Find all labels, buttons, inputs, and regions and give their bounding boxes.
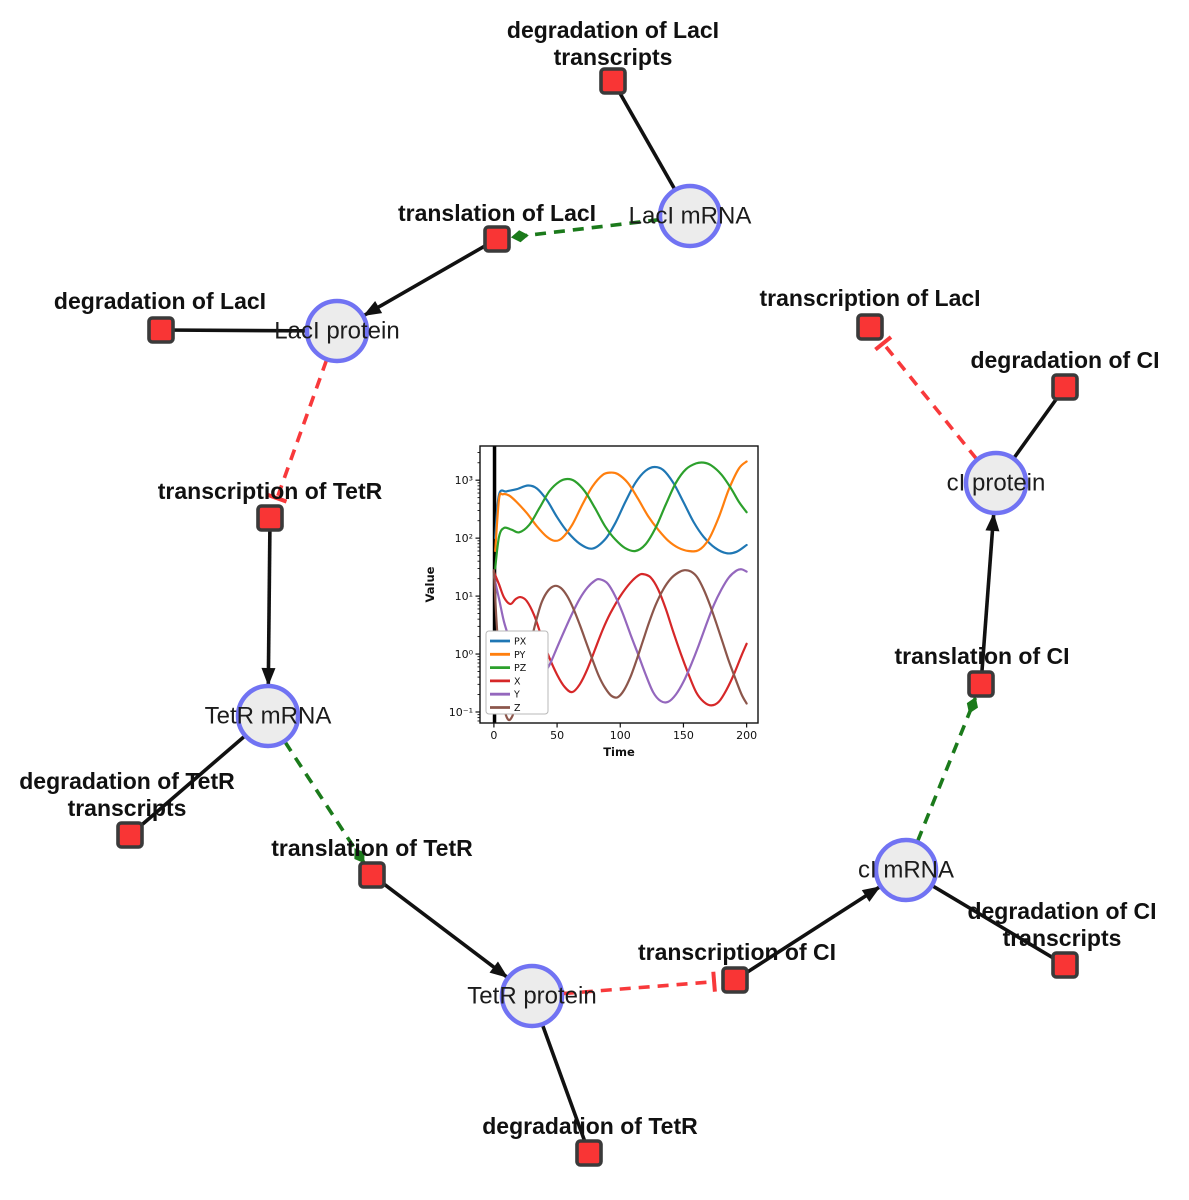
y-tick-1e1: 10¹: [455, 590, 473, 603]
x-tick-150: 150: [673, 729, 694, 742]
reaction-label-txn_TetR: transcription of TetR: [158, 478, 383, 504]
edge-production-txn_CI-cI_mRNA: [734, 885, 881, 982]
reaction-label-txn_LacI: transcription of LacI: [759, 285, 980, 311]
y-tick-1e2: 10²: [455, 532, 473, 545]
reaction-label-deg_CI: degradation of CI: [970, 347, 1159, 373]
species-node-TetR_mRNA[interactable]: [235, 683, 301, 749]
reaction-nodes-layer: [116, 67, 1079, 1167]
labels-layer: LacI mRNA LacI protein TetR mRNA TetR prote…: [19, 17, 1159, 1139]
reaction-label-transl_LacI: translation of LacI: [398, 200, 596, 226]
reaction-label-deg_CI_tx-line2: transcripts: [1003, 925, 1122, 951]
species-label-LacI_protein: LacI protein: [274, 318, 399, 345]
edge-production-transl_TetR-TetR_protein: [370, 873, 509, 979]
reaction-node-transl_CI[interactable]: [967, 670, 995, 698]
legend-entry-Z: Z: [514, 703, 521, 714]
edge-production-transl_LacI-LacI_protein: [363, 237, 498, 318]
series-PX: [494, 465, 748, 555]
x-tick-50: 50: [550, 729, 564, 742]
species-label-cI_protein: cI protein: [947, 470, 1046, 497]
legend-entry-PX: PX: [514, 637, 527, 648]
y-tick-1e0: 10⁰: [455, 648, 474, 661]
reaction-label-deg_LacI_tx-line2: transcripts: [554, 44, 673, 70]
reaction-node-deg_LacI_tx[interactable]: [599, 67, 627, 95]
reaction-node-deg_LacI[interactable]: [147, 316, 175, 344]
edge-production-txn_TetR-TetR_mRNA: [261, 517, 276, 686]
reaction-label-deg_TetR_tx-line2: transcripts: [68, 795, 187, 821]
reaction-label-transl_CI: translation of CI: [894, 643, 1069, 669]
edge-inhibition-cI_protein-txn_LacI: [874, 335, 978, 461]
species-nodes-layer: [235, 183, 1029, 1029]
edge-activation-LacI_mRNA-transl_LacI: [510, 217, 660, 243]
reaction-node-txn_LacI[interactable]: [856, 313, 884, 341]
reaction-label-deg_LacI_tx: degradation of LacI: [507, 17, 719, 43]
species-node-LacI_mRNA[interactable]: [657, 183, 723, 249]
edge-production-transl_CI-cI_protein: [979, 512, 1000, 685]
reaction-node-transl_LacI[interactable]: [483, 225, 511, 253]
legend-entry-PZ: PZ: [514, 663, 527, 674]
reaction-node-txn_TetR[interactable]: [256, 504, 284, 532]
reaction-label-deg_CI_tx: degradation of CI: [967, 898, 1156, 924]
series-PZ: [494, 461, 748, 570]
reaction-node-transl_TetR[interactable]: [358, 861, 386, 889]
species-node-TetR_protein[interactable]: [499, 963, 565, 1029]
chart-legend: PX PY PZ XYZ: [485, 630, 549, 715]
reaction-label-deg_TetR: degradation of TetR: [482, 1113, 698, 1139]
legend-entry-PY: PY: [514, 650, 526, 661]
y-tick-1e-1: 10⁻¹: [449, 706, 473, 719]
series-PY: [494, 460, 748, 553]
reaction-node-deg_TetR[interactable]: [575, 1139, 603, 1167]
reaction-node-deg_TetR_tx[interactable]: [116, 821, 144, 849]
reaction-label-txn_CI: transcription of CI: [638, 939, 836, 965]
species-label-TetR_protein: TetR protein: [467, 983, 596, 1010]
y-tick-1e3: 10³: [455, 474, 473, 487]
y-axis-label: Value: [423, 566, 437, 602]
edge-activation-cI_mRNA-transl_CI: [915, 696, 978, 842]
reaction-label-deg_TetR_tx: degradation of TetR: [19, 768, 235, 794]
inset-time-series-chart: 0 50 100 150 20010⁻¹10⁰10¹10²10³TimeValuePXP…: [423, 445, 759, 759]
species-label-LacI_mRNA: LacI mRNA: [629, 203, 752, 230]
series-X: [492, 570, 748, 707]
edge-inhibition-TetR_protein-txn_CI: [562, 971, 717, 996]
legend-entry-Y: Y: [513, 690, 520, 701]
edge-inhibition-LacI_protein-txn_TetR: [267, 359, 329, 504]
x-tick-100: 100: [610, 729, 631, 742]
reaction-label-deg_LacI: degradation of LacI: [54, 288, 266, 314]
x-axis-label: Time: [603, 745, 635, 759]
edge-activation-TetR_mRNA-transl_TetR: [283, 740, 366, 864]
reaction-node-txn_CI[interactable]: [721, 966, 749, 994]
species-node-cI_protein[interactable]: [963, 450, 1029, 516]
species-node-cI_mRNA[interactable]: [873, 837, 939, 903]
species-node-LacI_protein[interactable]: [304, 298, 370, 364]
reaction-node-deg_CI[interactable]: [1051, 373, 1079, 401]
legend-entry-X: X: [514, 676, 521, 687]
species-label-TetR_mRNA: TetR mRNA: [205, 703, 332, 730]
x-tick-200: 200: [736, 729, 757, 742]
species-label-cI_mRNA: cI mRNA: [858, 857, 954, 884]
reaction-label-transl_TetR: translation of TetR: [271, 835, 473, 861]
reaction-node-deg_CI_tx[interactable]: [1051, 951, 1079, 979]
x-tick-0: 0: [490, 729, 497, 742]
